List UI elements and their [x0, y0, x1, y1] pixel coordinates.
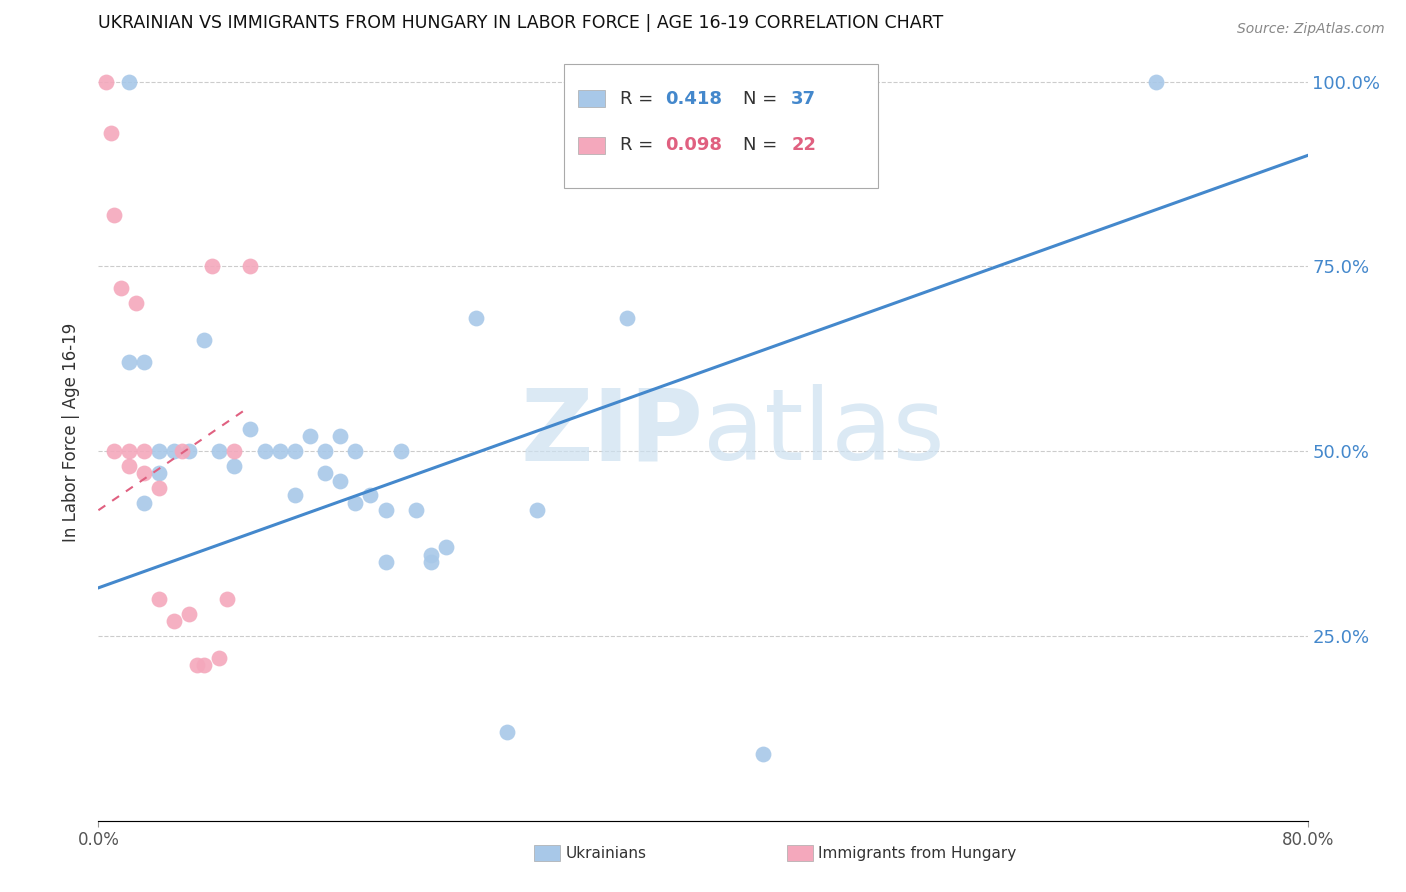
Point — [526, 503, 548, 517]
Point — [1144, 74, 1167, 88]
Point — [193, 333, 215, 347]
Text: ZIP: ZIP — [520, 384, 703, 481]
Point — [314, 444, 336, 458]
Point — [284, 444, 307, 458]
Point — [495, 725, 517, 739]
Point — [314, 467, 336, 481]
Point — [94, 74, 117, 88]
Point — [125, 296, 148, 310]
Point — [201, 260, 224, 274]
Point — [405, 503, 427, 517]
Point — [420, 555, 443, 569]
Point — [344, 496, 367, 510]
Point — [434, 540, 457, 554]
Point — [752, 747, 775, 761]
Point — [224, 444, 246, 458]
Point — [616, 311, 638, 326]
Point — [103, 444, 125, 458]
Point — [163, 444, 186, 458]
Point — [208, 651, 231, 665]
Text: N =: N = — [742, 136, 783, 154]
Point — [374, 503, 396, 517]
Point — [284, 488, 307, 502]
Point — [148, 467, 170, 481]
Point — [329, 429, 352, 443]
Point — [132, 496, 155, 510]
Point — [148, 444, 170, 458]
Point — [224, 458, 246, 473]
Point — [186, 658, 208, 673]
Point — [389, 444, 412, 458]
Point — [118, 458, 141, 473]
Point — [193, 658, 215, 673]
Point — [253, 444, 276, 458]
Point — [215, 591, 238, 606]
Point — [465, 311, 488, 326]
FancyBboxPatch shape — [564, 64, 879, 188]
Text: 22: 22 — [792, 136, 817, 154]
Point — [239, 260, 262, 274]
Text: atlas: atlas — [703, 384, 945, 481]
Text: UKRAINIAN VS IMMIGRANTS FROM HUNGARY IN LABOR FORCE | AGE 16-19 CORRELATION CHAR: UKRAINIAN VS IMMIGRANTS FROM HUNGARY IN … — [98, 14, 943, 32]
Text: 37: 37 — [792, 90, 817, 108]
Point — [208, 444, 231, 458]
Point — [170, 444, 193, 458]
Point — [179, 607, 201, 621]
Point — [269, 444, 291, 458]
Point — [420, 548, 443, 562]
Point — [148, 481, 170, 495]
FancyBboxPatch shape — [578, 90, 605, 107]
Text: Immigrants from Hungary: Immigrants from Hungary — [818, 847, 1017, 861]
Text: 0.098: 0.098 — [665, 136, 723, 154]
Point — [239, 422, 262, 436]
Point — [118, 74, 141, 88]
Text: N =: N = — [742, 90, 783, 108]
Point — [110, 281, 132, 295]
Point — [344, 444, 367, 458]
Text: R =: R = — [620, 136, 658, 154]
Text: Ukrainians: Ukrainians — [565, 847, 647, 861]
Point — [132, 444, 155, 458]
Text: R =: R = — [620, 90, 658, 108]
Point — [329, 474, 352, 488]
Point — [132, 467, 155, 481]
Point — [299, 429, 322, 443]
Point — [100, 126, 122, 140]
Point — [103, 208, 125, 222]
Point — [163, 614, 186, 628]
Point — [132, 355, 155, 369]
Point — [374, 555, 396, 569]
Point — [118, 444, 141, 458]
Point — [179, 444, 201, 458]
FancyBboxPatch shape — [578, 137, 605, 154]
Point — [118, 355, 141, 369]
Text: Source: ZipAtlas.com: Source: ZipAtlas.com — [1237, 22, 1385, 37]
Text: 0.418: 0.418 — [665, 90, 723, 108]
Point — [148, 591, 170, 606]
Point — [360, 488, 382, 502]
Y-axis label: In Labor Force | Age 16-19: In Labor Force | Age 16-19 — [62, 323, 80, 542]
